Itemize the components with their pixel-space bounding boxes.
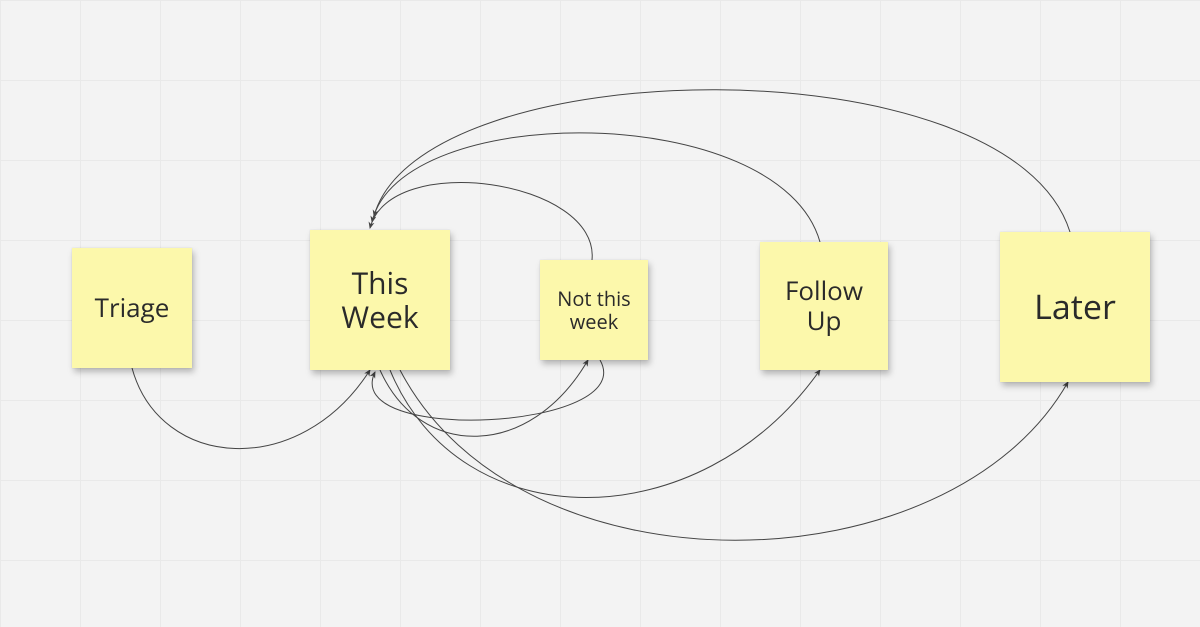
sticky-label-triage: Triage [95, 293, 170, 323]
sticky-followup[interactable]: Follow Up [760, 242, 888, 370]
sticky-label-followup: Follow Up [766, 276, 882, 336]
sticky-label-thisweek: This Week [316, 266, 444, 335]
sticky-thisweek[interactable]: This Week [310, 230, 450, 370]
sticky-triage[interactable]: Triage [72, 248, 192, 368]
diagram-canvas: Triage This Week Not this week Follow Up Lat… [0, 0, 1200, 627]
sticky-label-notthis: Not this week [546, 287, 642, 333]
sticky-later[interactable]: Later [1000, 232, 1150, 382]
sticky-notthis[interactable]: Not this week [540, 260, 648, 360]
sticky-label-later: Later [1034, 287, 1116, 326]
